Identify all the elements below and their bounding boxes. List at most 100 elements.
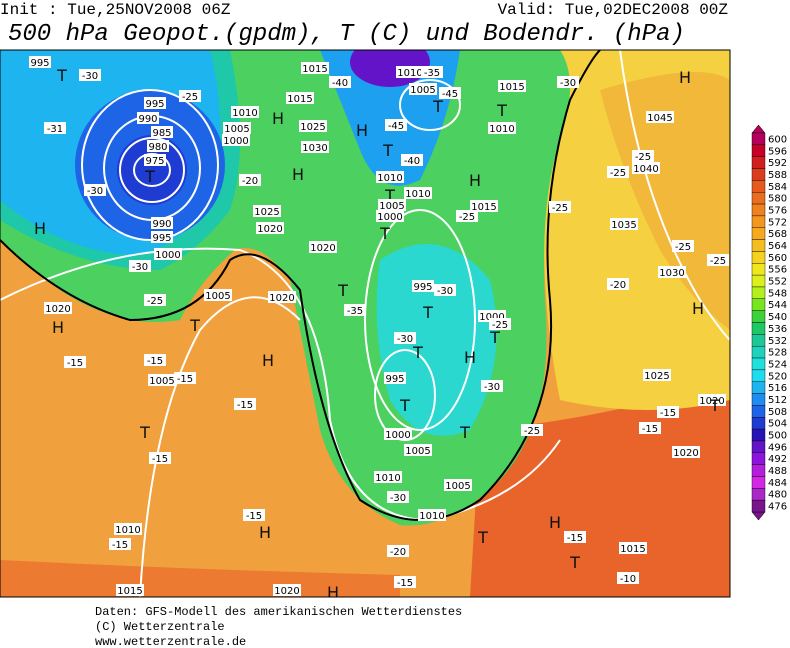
- contour-label: 995: [385, 374, 404, 385]
- colorbar-label: 516: [768, 383, 787, 394]
- contour-label: -25: [524, 426, 540, 437]
- footer-line: (C) Wetterzentrale: [95, 620, 225, 634]
- pressure-center: T: [477, 528, 488, 547]
- pressure-center: T: [382, 141, 393, 160]
- label-box: [223, 122, 251, 134]
- contour-label: 995: [145, 99, 164, 110]
- contour-label: -15: [567, 533, 583, 544]
- pressure-center: T: [422, 303, 433, 322]
- contour-label: 980: [148, 142, 167, 153]
- contour-label: -25: [610, 168, 626, 179]
- contour-label: 995: [152, 233, 171, 244]
- label-box: [444, 479, 472, 491]
- colorbar-cell: [751, 192, 766, 205]
- contour-label: 1015: [499, 82, 524, 93]
- label-box: [268, 291, 296, 303]
- label-box: [394, 332, 416, 344]
- label-box: [151, 231, 173, 243]
- colorbar-cell: [751, 488, 766, 501]
- label-box: [231, 106, 259, 118]
- pressure-center: T: [489, 328, 500, 347]
- label-box: [434, 284, 456, 296]
- contour-label: 1010: [489, 124, 514, 135]
- label-box: [707, 254, 729, 266]
- valid-label: Valid: Tue,02DEC2008 00Z: [498, 1, 729, 19]
- contour-label: -15: [660, 408, 676, 419]
- colorbar-cell: [751, 464, 766, 477]
- colorbar-cell: [751, 298, 766, 311]
- label-box: [79, 69, 101, 81]
- label-box: [607, 278, 629, 290]
- label-box: [456, 210, 478, 222]
- contour-label: 1045: [647, 113, 672, 124]
- label-box: [151, 217, 173, 229]
- contour-label: 1005: [405, 446, 430, 457]
- trough-core: [376, 244, 497, 436]
- label-box: [412, 280, 434, 292]
- colorbar-label: 536: [768, 324, 787, 335]
- label-box: [109, 538, 131, 550]
- label-box: [273, 584, 301, 596]
- colorbar-label: 552: [768, 277, 787, 288]
- label-box: [646, 111, 674, 123]
- contour-label: -45: [388, 121, 404, 132]
- label-box: [309, 241, 337, 253]
- contour-label: -25: [710, 256, 726, 267]
- contour-label: 1010: [405, 189, 430, 200]
- pressure-center: H: [549, 513, 561, 532]
- colorbar-label: 588: [768, 170, 787, 181]
- label-box: [387, 545, 409, 557]
- pressure-center: H: [272, 109, 284, 128]
- colorbar-label: 500: [768, 431, 787, 442]
- contour-label: -15: [237, 400, 253, 411]
- colorbar-label: 596: [768, 146, 787, 157]
- contour-label: 1020: [673, 448, 698, 459]
- label-box: [239, 174, 261, 186]
- footer: Daten: GFS-Modell des amerikanischen Wet…: [95, 605, 462, 648]
- colorbar-cell: [751, 440, 766, 453]
- pressure-center: H: [52, 318, 64, 337]
- label-box: [672, 240, 694, 252]
- contour-label: 1020: [269, 293, 294, 304]
- label-box: [610, 218, 638, 230]
- contour-label: -20: [610, 280, 626, 291]
- label-box: [384, 372, 406, 384]
- contour-label: 1010: [232, 108, 257, 119]
- label-box: [329, 76, 351, 88]
- colorbar-cell: [751, 156, 766, 169]
- colorbar-cell: [751, 405, 766, 418]
- contour-label: 975: [145, 156, 164, 167]
- colorbar-cell: [751, 286, 766, 300]
- contour-label: -10: [620, 574, 636, 585]
- colorbar-label: 496: [768, 442, 787, 453]
- label-box: [64, 356, 86, 368]
- label-box: [404, 187, 432, 199]
- isobar: [364, 209, 476, 431]
- contour-label: 1005: [224, 124, 249, 135]
- label-box: [409, 83, 437, 95]
- pressure-center: H: [692, 299, 704, 318]
- label-box: [639, 422, 661, 434]
- colorbar-label: 560: [768, 253, 787, 264]
- contour-label: 1005: [149, 376, 174, 387]
- colorbar-cell: [751, 263, 766, 276]
- contour-label: -15: [152, 454, 168, 465]
- contour-label: -30: [437, 286, 453, 297]
- label-box: [489, 318, 511, 330]
- low-core: [117, 135, 187, 205]
- contour-label: 1005: [205, 291, 230, 302]
- pressure-center: T: [709, 396, 720, 415]
- contour-label: 995: [413, 282, 432, 293]
- pressure-center: H: [356, 121, 368, 140]
- label-box: [488, 122, 516, 134]
- contour-label: -20: [390, 547, 406, 558]
- colorbar-label: 508: [768, 407, 787, 418]
- contour-label: -30: [560, 78, 576, 89]
- colorbar-label: 524: [768, 359, 787, 370]
- colorbar-label: 544: [768, 300, 787, 311]
- colorbar-cell: [751, 310, 766, 323]
- contour-label: -15: [246, 511, 262, 522]
- contour-label: -30: [397, 334, 413, 345]
- colorbar-cell: [751, 334, 766, 347]
- contour-label: 1030: [659, 268, 684, 279]
